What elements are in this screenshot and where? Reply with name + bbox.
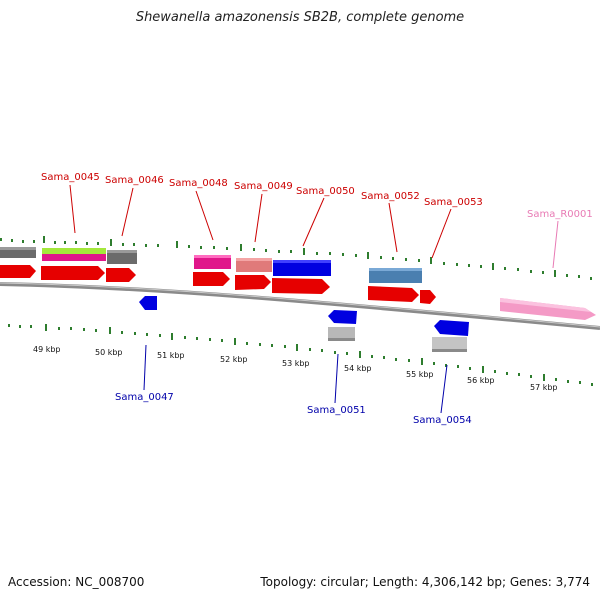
gene-label-0052[interactable]: Sama_0052 — [361, 191, 420, 202]
gene-arrow-0046[interactable] — [106, 268, 136, 282]
gene-label-r0001[interactable]: Sama_R0001 — [527, 209, 593, 220]
gene-arrow-0051[interactable] — [328, 310, 357, 324]
scale-label-56kbp: 56 kbp — [467, 376, 495, 385]
feature-silver-0054[interactable] — [432, 337, 467, 352]
scale-label-50kbp: 50 kbp — [95, 348, 123, 357]
feature-magenta-0048[interactable] — [194, 255, 231, 269]
gene-label-0048[interactable]: Sama_0048 — [169, 178, 228, 189]
genome-backbone — [0, 282, 600, 330]
gene-arrow-0047[interactable] — [139, 296, 157, 310]
feature-salmon-0049[interactable] — [236, 258, 272, 272]
gene-label-0050[interactable]: Sama_0050 — [296, 186, 355, 197]
gene-label-0051[interactable]: Sama_0051 — [307, 405, 366, 416]
scale-label-51kbp: 51 kbp — [157, 351, 185, 360]
gene-arrow-left[interactable] — [0, 265, 36, 278]
scale-label-49kbp: 49 kbp — [33, 345, 61, 354]
gene-arrow-0049[interactable] — [235, 275, 271, 290]
genome-summary-text: Topology: circular; Length: 4,306,142 bp… — [260, 575, 590, 589]
map-title: Shewanella amazonensis SB2B, complete ge… — [135, 10, 465, 25]
scale-label-53kbp: 53 kbp — [282, 359, 310, 368]
gene-label-0046[interactable]: Sama_0046 — [105, 175, 164, 186]
gene-arrow-0052[interactable] — [368, 286, 419, 302]
forward-gene-arrows — [0, 265, 596, 320]
gene-arrow-0053[interactable] — [420, 290, 436, 304]
scale-label-52kbp: 52 kbp — [220, 355, 248, 364]
scale-label-54kbp: 54 kbp — [344, 364, 372, 373]
accession-text: Accession: NC_008700 — [8, 575, 145, 589]
lower-scale-ticks — [8, 324, 593, 386]
scale-label-55kbp: 55 kbp — [406, 370, 434, 379]
feature-bars — [0, 247, 422, 283]
gene-arrow-0045[interactable] — [41, 266, 105, 280]
gene-label-0053[interactable]: Sama_0053 — [424, 197, 483, 208]
gene-arrow-0048[interactable] — [193, 272, 230, 286]
gene-label-0049[interactable]: Sama_0049 — [234, 181, 293, 192]
scale-label-57kbp: 57 kbp — [530, 383, 558, 392]
feature-silver-0051[interactable] — [328, 327, 355, 341]
upper-scale-ticks — [0, 236, 592, 280]
feature-blue-0050[interactable] — [273, 260, 331, 276]
leader-lines — [69, 184, 559, 414]
feature-grey-0046[interactable] — [107, 250, 137, 264]
gene-arrow-0050[interactable] — [272, 278, 330, 294]
gene-arrow-0054[interactable] — [434, 320, 469, 336]
gene-label-0054[interactable]: Sama_0054 — [413, 415, 472, 426]
feature-grey-left[interactable] — [0, 247, 36, 258]
feature-magenta-0045[interactable] — [42, 254, 106, 261]
feature-steelblue-0052[interactable] — [369, 268, 422, 283]
reverse-gene-arrows — [139, 296, 469, 352]
feature-green-0045[interactable] — [42, 248, 106, 254]
gene-label-0047[interactable]: Sama_0047 — [115, 392, 174, 403]
gene-label-0045[interactable]: Sama_0045 — [41, 172, 100, 183]
